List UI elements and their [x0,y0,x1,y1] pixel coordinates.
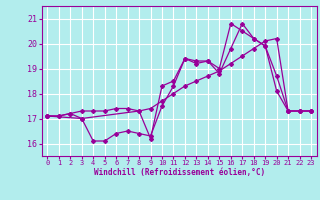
X-axis label: Windchill (Refroidissement éolien,°C): Windchill (Refroidissement éolien,°C) [94,168,265,177]
